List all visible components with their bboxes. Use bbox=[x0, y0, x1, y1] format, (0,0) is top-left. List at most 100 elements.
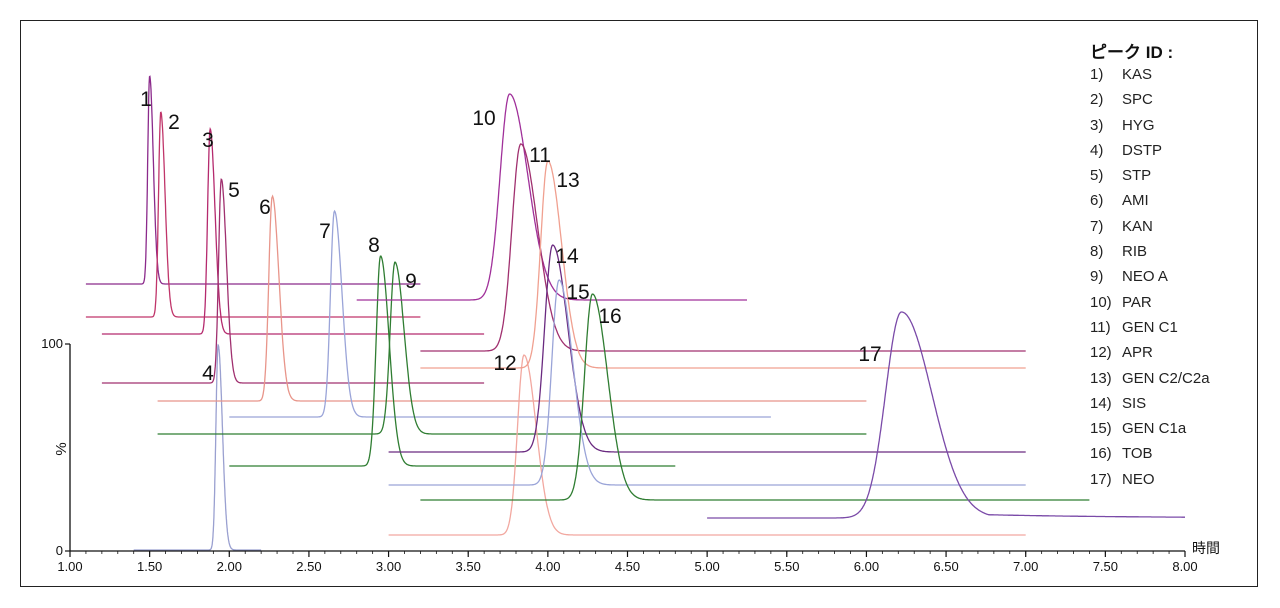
legend-compound-name: DSTP bbox=[1122, 141, 1163, 159]
x-tick-label: 5.50 bbox=[774, 559, 799, 574]
legend-number: 13) bbox=[1090, 369, 1112, 387]
legend-item-10: 10) PAR bbox=[1090, 290, 1260, 315]
peak-label-5: 5 bbox=[228, 179, 240, 202]
trace-14 bbox=[388, 244, 1026, 453]
legend-compound-name: TOB bbox=[1122, 445, 1153, 463]
x-tick-label: 2.50 bbox=[296, 559, 321, 574]
legend-compound-name: GEN C2/C2a bbox=[1122, 369, 1210, 387]
peak-label-14: 14 bbox=[555, 245, 579, 268]
legend-compound-name: SIS bbox=[1122, 394, 1147, 412]
legend-number: 16) bbox=[1090, 445, 1112, 463]
legend-compound-name: NEO bbox=[1122, 470, 1155, 488]
peak-label-12: 12 bbox=[493, 352, 516, 375]
legend-item-1: 1) KAS bbox=[1090, 62, 1260, 87]
trace-16 bbox=[420, 293, 1090, 501]
legend-compound-name: NEO A bbox=[1122, 268, 1168, 286]
peak-label-17: 17 bbox=[858, 343, 881, 366]
legend-number: 15) bbox=[1090, 420, 1112, 438]
chart-frame bbox=[20, 20, 1258, 587]
y-tick-label: 0 bbox=[56, 543, 63, 558]
legend-number: 2) bbox=[1090, 91, 1104, 109]
legend-item-14: 14) SIS bbox=[1090, 391, 1260, 416]
peak-label-3: 3 bbox=[202, 129, 214, 152]
x-tick-label: 4.00 bbox=[535, 559, 560, 574]
peak-label-11: 11 bbox=[529, 144, 551, 167]
peak-label-8: 8 bbox=[368, 234, 380, 257]
x-axis-label: 時間 bbox=[1192, 541, 1220, 557]
legend-item-8: 8) RIB bbox=[1090, 239, 1260, 264]
legend-item-11: 11) GEN C1 bbox=[1090, 315, 1260, 340]
legend-item-4: 4) DSTP bbox=[1090, 138, 1260, 163]
x-tick-label: 4.50 bbox=[615, 559, 640, 574]
peak-label-16: 16 bbox=[598, 305, 621, 328]
legend-number: 14) bbox=[1090, 394, 1112, 412]
x-tick-label: 7.00 bbox=[1013, 559, 1038, 574]
legend-compound-name: SPC bbox=[1122, 91, 1153, 109]
trace-5 bbox=[101, 178, 485, 384]
legend-compound-name: GEN C1a bbox=[1122, 420, 1187, 438]
x-tick-label: 8.00 bbox=[1172, 559, 1197, 574]
legend-item-3: 3) HYG bbox=[1090, 113, 1260, 138]
legend-item-16: 16) TOB bbox=[1090, 441, 1260, 466]
peak-label-13: 13 bbox=[556, 169, 579, 192]
x-tick-label: 3.00 bbox=[376, 559, 401, 574]
legend-number: 4) bbox=[1090, 141, 1104, 159]
peak-label-2: 2 bbox=[168, 111, 180, 134]
trace-17 bbox=[707, 311, 1185, 519]
peak-label-6: 6 bbox=[259, 196, 271, 219]
legend-compound-name: KAS bbox=[1122, 66, 1153, 83]
trace-7 bbox=[229, 209, 771, 418]
legend-compound-name: RIB bbox=[1122, 243, 1148, 261]
legend-number: 11) bbox=[1090, 318, 1111, 336]
legend-item-13: 13) GEN C2/C2a bbox=[1090, 366, 1260, 391]
legend-number: 1) bbox=[1090, 66, 1104, 83]
peak-label-4: 4 bbox=[202, 362, 214, 385]
legend-number: 12) bbox=[1090, 344, 1112, 362]
trace-9 bbox=[157, 261, 867, 435]
legend-item-5: 5) STP bbox=[1090, 163, 1260, 188]
x-tick-label: 1.00 bbox=[57, 559, 82, 574]
legend-compound-name: AMI bbox=[1122, 192, 1149, 210]
legend-item-6: 6) AMI bbox=[1090, 188, 1260, 213]
legend-item-12: 12) APR bbox=[1090, 340, 1260, 365]
y-axis-label: % bbox=[53, 442, 70, 455]
legend-number: 10) bbox=[1090, 293, 1112, 311]
x-tick-label: 5.00 bbox=[694, 559, 719, 574]
legend-item-2: 2) SPC bbox=[1090, 87, 1260, 112]
trace-2 bbox=[85, 111, 421, 318]
legend-number: 7) bbox=[1090, 217, 1104, 235]
legend-number: 6) bbox=[1090, 192, 1104, 210]
x-tick-label: 6.50 bbox=[933, 559, 958, 574]
legend-compound-name: STP bbox=[1122, 167, 1152, 185]
legend-compound-name: GEN C1 bbox=[1122, 318, 1178, 336]
legend-number: 17) bbox=[1090, 470, 1112, 488]
x-tick-label: 6.00 bbox=[854, 559, 879, 574]
legend-item-15: 15) GEN C1a bbox=[1090, 416, 1260, 441]
legend-item-17: 17) NEO bbox=[1090, 467, 1260, 492]
x-tick-label: 2.00 bbox=[217, 559, 242, 574]
legend-number: 8) bbox=[1090, 243, 1104, 261]
trace-10 bbox=[356, 93, 747, 301]
peak-label-7: 7 bbox=[319, 220, 331, 243]
trace-12 bbox=[388, 354, 1026, 536]
legend-items: 1) KAS 2) SPC 3) HYG 4) DSTP 5) STP 6) AMI 7) KAN 8) RI… bbox=[1090, 62, 1260, 492]
legend-compound-name: KAN bbox=[1122, 217, 1153, 235]
trace-13 bbox=[420, 160, 1026, 369]
trace-3 bbox=[101, 126, 485, 335]
peak-label-9: 9 bbox=[405, 270, 417, 293]
trace-11 bbox=[420, 143, 1026, 352]
trace-15 bbox=[388, 279, 1026, 486]
peak-label-15: 15 bbox=[566, 281, 589, 304]
legend-item-7: 7) KAN bbox=[1090, 214, 1260, 239]
peak-label-10: 10 bbox=[472, 107, 495, 130]
legend-compound-name: HYG bbox=[1122, 116, 1155, 134]
trace-6 bbox=[157, 194, 867, 402]
trace-4 bbox=[133, 343, 262, 551]
peak-label-1: 1 bbox=[140, 88, 152, 111]
x-tick-label: 7.50 bbox=[1093, 559, 1118, 574]
legend-compound-name: APR bbox=[1122, 344, 1153, 362]
legend-number: 5) bbox=[1090, 167, 1104, 185]
legend-title: ピーク ID : bbox=[1090, 43, 1174, 62]
legend-number: 9) bbox=[1090, 268, 1104, 286]
